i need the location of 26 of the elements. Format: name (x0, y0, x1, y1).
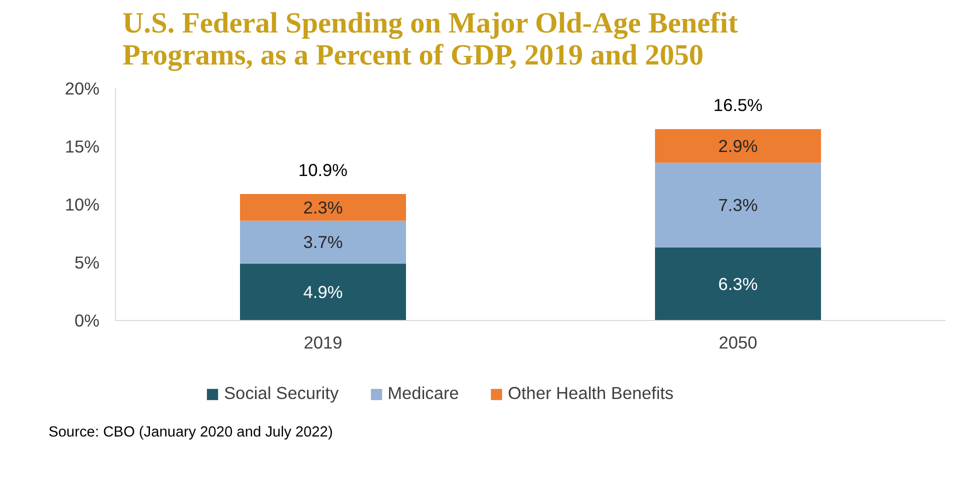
data-label: 3.7% (303, 232, 343, 252)
bar (240, 194, 406, 221)
total-label: 10.9% (298, 160, 348, 180)
bar (240, 220, 406, 264)
legend-label: Social Security (224, 383, 339, 404)
bar (240, 264, 406, 320)
y-tick-label: 0% (74, 310, 100, 330)
data-label: 7.3% (718, 195, 758, 216)
data-label: 4.9% (303, 282, 343, 302)
source-note: Source: CBO (January 2020 and July 2022) (48, 424, 333, 440)
y-tick-label: 20% (64, 78, 100, 98)
data-label: 2.3% (303, 197, 343, 218)
y-tick-label: 15% (64, 136, 100, 156)
legend-label: Medicare (388, 383, 459, 404)
data-label: 6.3% (718, 274, 758, 294)
x-tick-label: 2050 (718, 332, 758, 352)
y-tick-label: 10% (64, 194, 100, 214)
bar (655, 247, 821, 320)
y-tick-label: 5% (74, 252, 100, 272)
legend-label: Other Health Benefits (508, 383, 674, 404)
x-tick-label: 2019 (304, 332, 342, 352)
bar (655, 162, 821, 248)
data-label: 2.9% (718, 136, 758, 156)
chart-title: U.S. Federal Spending on Major Old-Age Benefit Programs, as a Percent of GDP, 2019 and 2050 (122, 8, 738, 72)
total-label: 16.5% (713, 95, 763, 116)
bar (655, 129, 821, 163)
